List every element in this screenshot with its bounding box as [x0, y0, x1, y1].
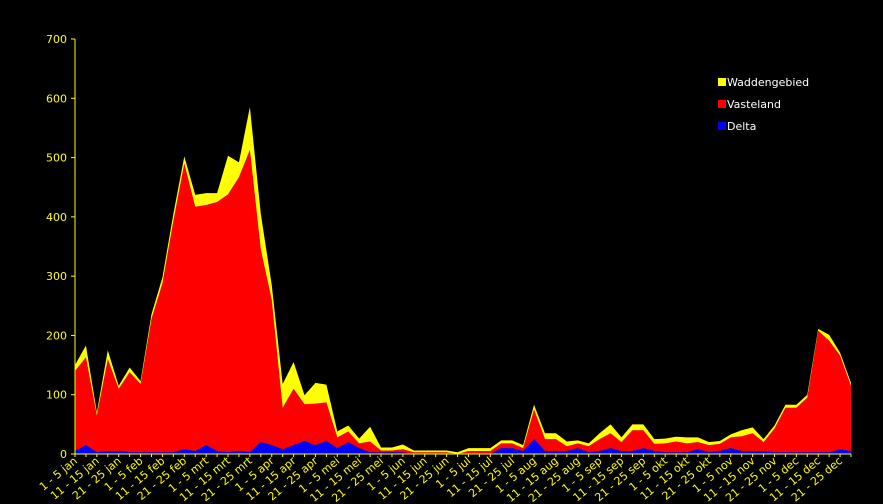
y-tick-label: 600	[46, 92, 67, 105]
y-tick-label: 200	[46, 329, 67, 342]
legend-label-delta: Delta	[727, 120, 756, 133]
axes	[74, 39, 851, 455]
y-tick-label: 300	[46, 270, 67, 283]
series-layer	[75, 107, 851, 454]
y-tick-label: 500	[46, 152, 67, 165]
legend-label-waddengebied: Waddengebied	[727, 76, 809, 89]
legend-label-vasteland: Vasteland	[727, 98, 781, 111]
y-tick-label: 400	[46, 211, 67, 224]
area-vasteland	[75, 149, 851, 454]
legend: Waddengebied Vasteland Delta	[718, 76, 809, 133]
legend-swatch-vasteland	[718, 100, 726, 108]
area-delta	[75, 439, 851, 454]
y-tick-label: 700	[46, 33, 67, 46]
legend-swatch-delta	[718, 122, 726, 130]
y-axis-ticks: 0 100 200 300 400 500 600 700	[46, 33, 75, 461]
y-tick-label: 0	[60, 448, 67, 461]
y-tick-label: 100	[46, 389, 67, 402]
legend-swatch-waddengebied	[718, 78, 726, 86]
